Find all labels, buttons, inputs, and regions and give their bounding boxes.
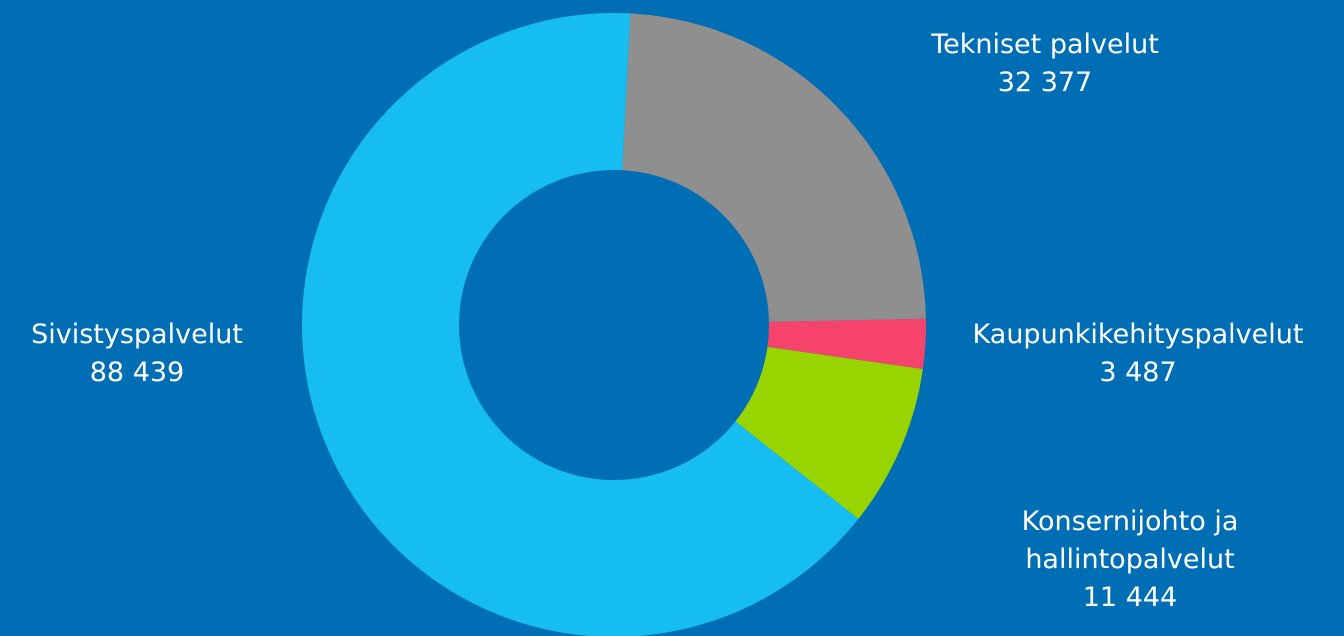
slice-name: Kaupunkikehityspalvelut [972, 319, 1304, 350]
slice-name: Sivistyspalvelut [31, 319, 243, 350]
donut-slice [622, 13, 926, 322]
donut-slice [767, 318, 927, 370]
slice-label: Sivistyspalvelut 88 439 [0, 316, 287, 392]
donut-slice [302, 13, 859, 636]
slice-label: Kaupunkikehityspalvelut 3 487 [928, 316, 1344, 392]
slice-name: Tekniset palvelut [931, 29, 1159, 60]
slice-value: 32 377 [997, 67, 1093, 98]
slice-value: 3 487 [1099, 357, 1177, 388]
slice-value: 11 444 [1082, 582, 1178, 613]
slice-value: 88 439 [89, 357, 185, 388]
slice-label: Tekniset palvelut 32 377 [895, 26, 1195, 102]
donut-slice [735, 346, 923, 520]
slice-label: Konsernijohto ja hallintopalvelut 11 444 [1000, 503, 1260, 617]
slice-name: Konsernijohto ja hallintopalvelut [1021, 506, 1239, 575]
